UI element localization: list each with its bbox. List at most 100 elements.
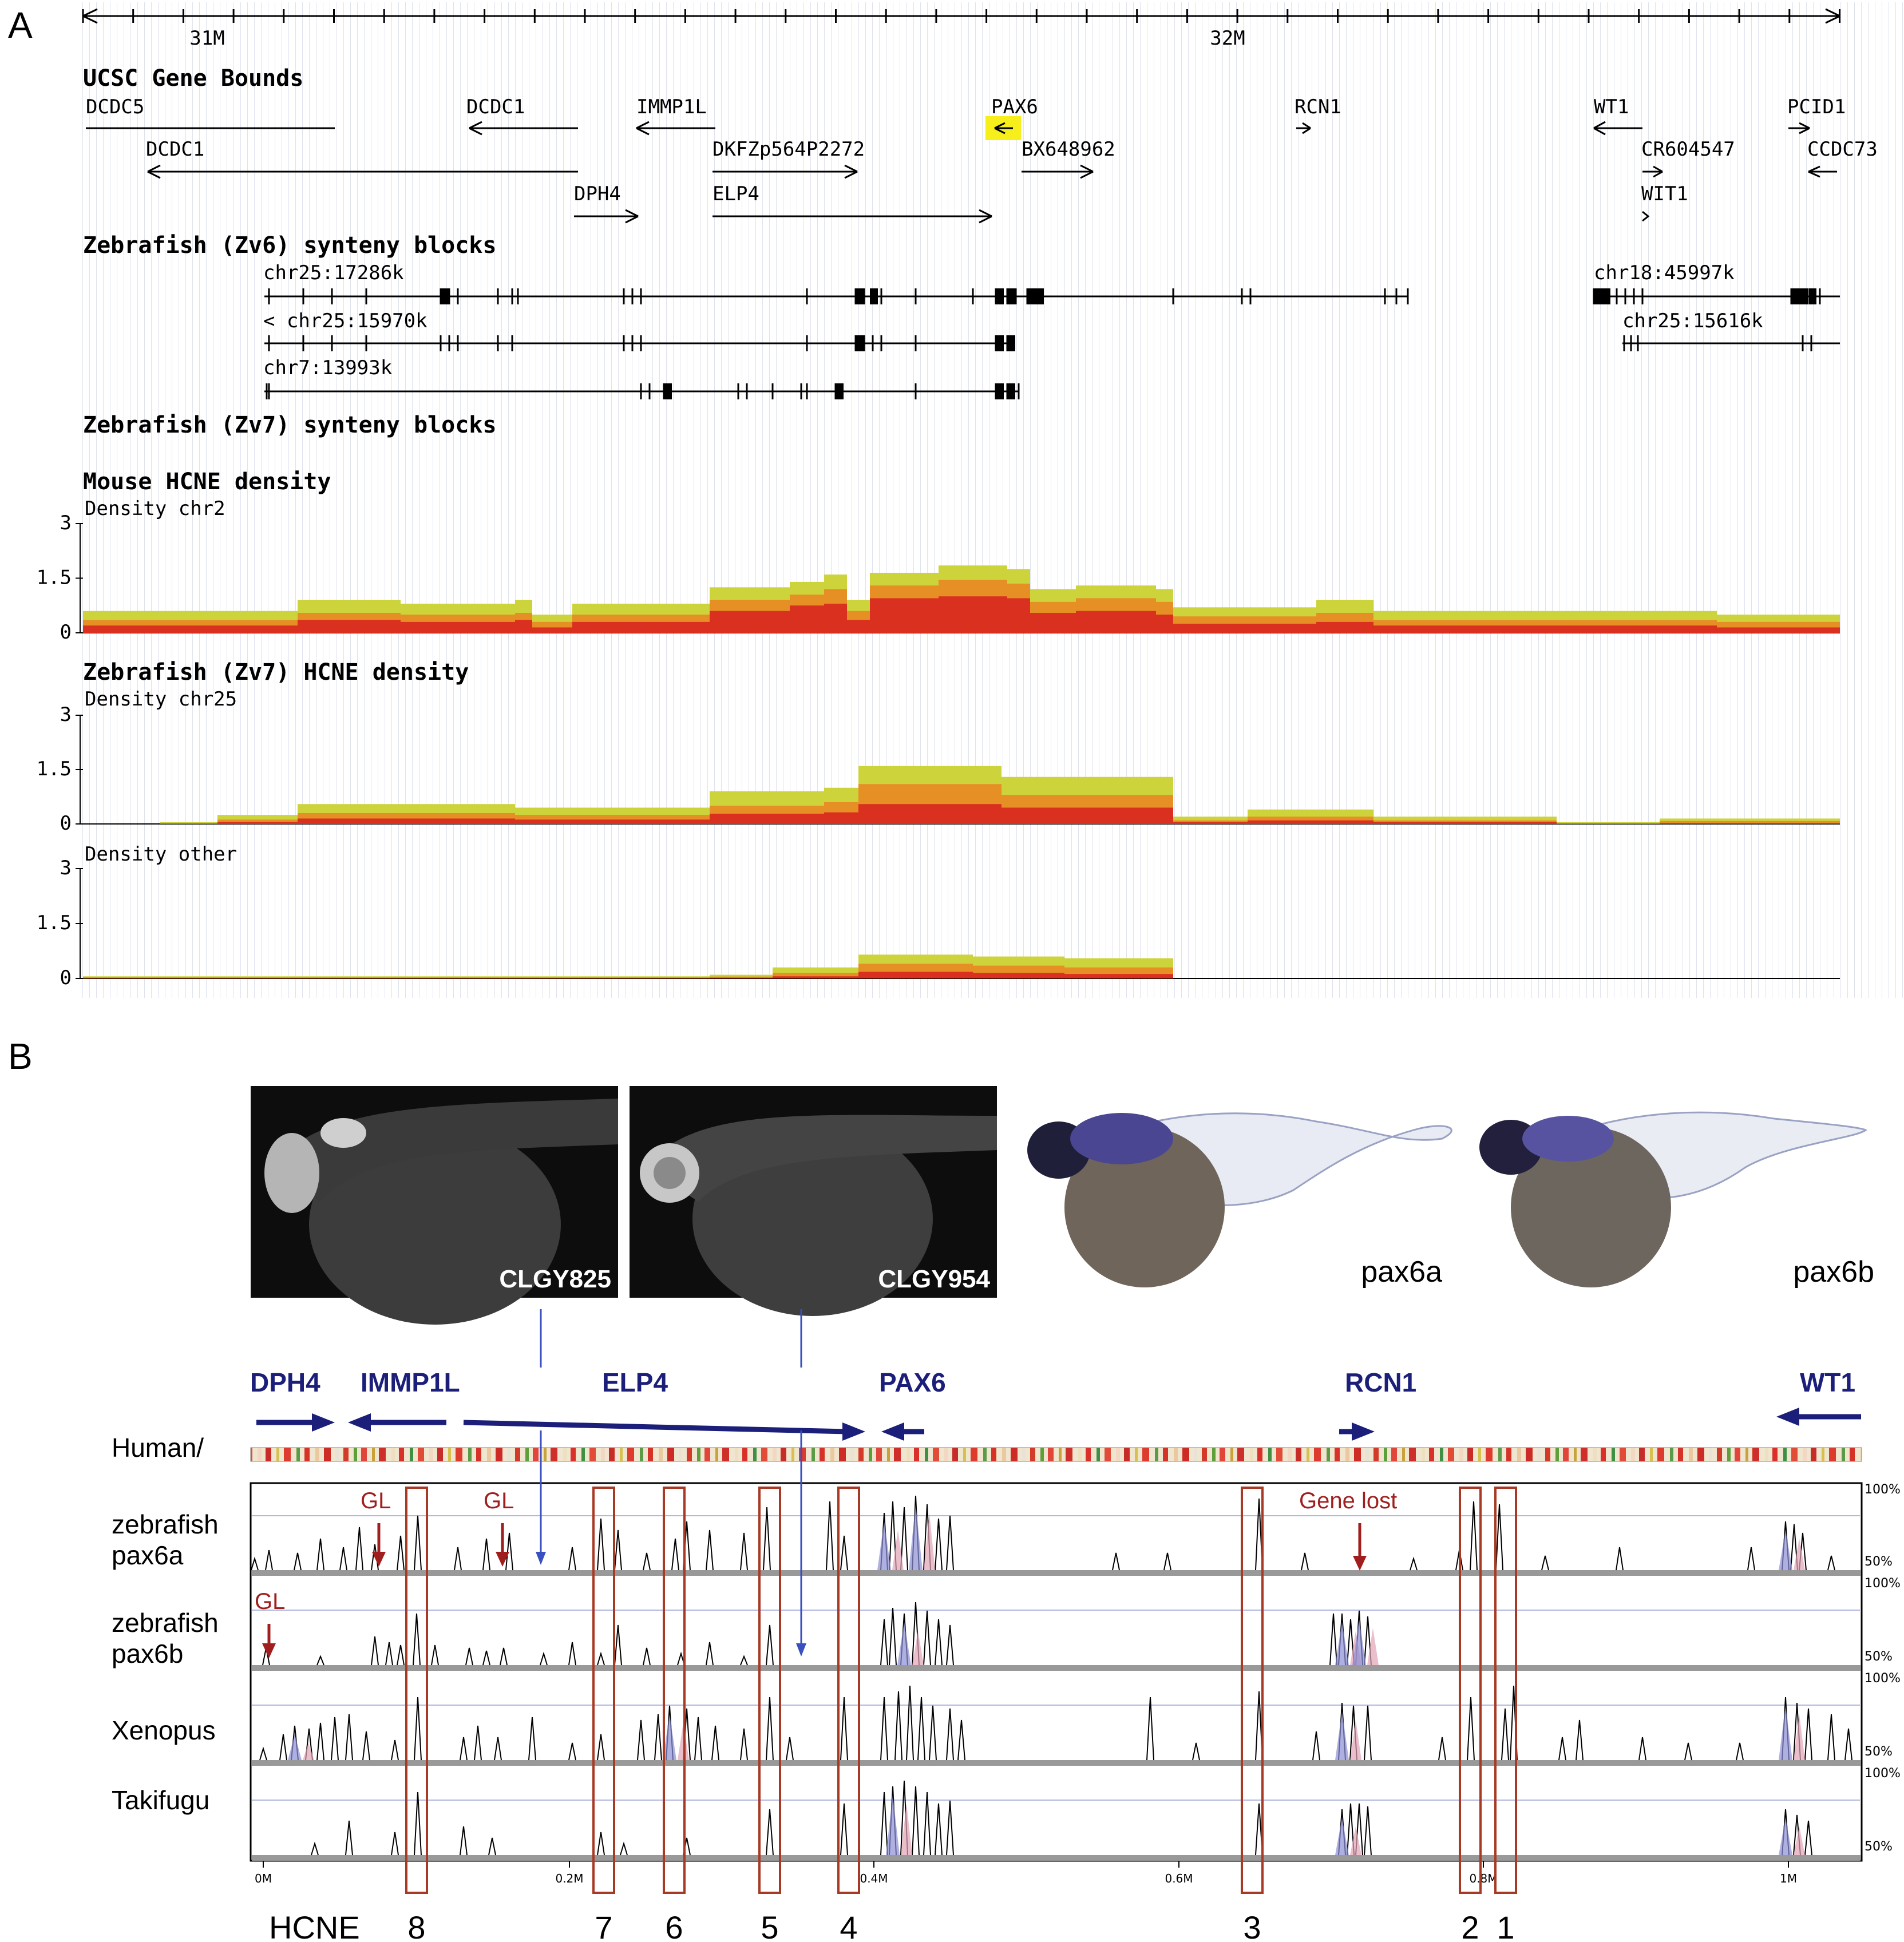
conservation-peak xyxy=(474,1725,482,1761)
panel-a-frame xyxy=(80,2,1904,998)
conservation-peak xyxy=(540,1651,548,1666)
conservation-peak xyxy=(1364,1705,1372,1761)
conservation-peak xyxy=(1495,1504,1503,1571)
pct-100-label: 100% xyxy=(1865,1576,1901,1591)
conservation-peak xyxy=(1684,1742,1692,1761)
density-ytick: 0 xyxy=(60,621,72,644)
conservation-peak-fill xyxy=(1794,1714,1805,1760)
conservation-peak xyxy=(251,1556,259,1571)
gene-label-dph4: DPH4 xyxy=(574,183,621,205)
conservation-peak xyxy=(1112,1552,1120,1571)
panel-a-label: A xyxy=(8,5,33,46)
conservation-peak xyxy=(568,1642,576,1666)
hcne-label: HCNE xyxy=(269,1909,360,1942)
conservation-peak-fill xyxy=(1779,1706,1792,1760)
conservation-peak xyxy=(494,1737,502,1761)
zebrafish-hcne-density-track: 31.50 xyxy=(37,703,1840,835)
conservation-peak xyxy=(528,1717,536,1761)
hcne-box xyxy=(592,1487,615,1894)
conservation-peak xyxy=(597,1832,605,1856)
conservation-peak xyxy=(620,1841,628,1856)
conservation-peak xyxy=(694,1717,702,1761)
gene-loss-annotations: GL GL GL Gene lost xyxy=(255,1488,1397,1658)
conservation-peak-fill xyxy=(877,1521,891,1570)
density-ytick: 0 xyxy=(60,966,72,989)
conservation-peak xyxy=(654,1714,662,1761)
conservation-peak-fill xyxy=(892,1530,904,1570)
mouse-hcne-sublabel: Density chr2 xyxy=(85,497,225,520)
density-ytick: 1.5 xyxy=(37,758,72,780)
conservation-peak xyxy=(906,1685,914,1761)
conservation-peak xyxy=(935,1518,943,1571)
gene-rcn1: RCN1 xyxy=(1345,1368,1416,1397)
conservation-peak xyxy=(1844,1728,1852,1761)
conservation-peak-fill xyxy=(1352,1619,1366,1665)
conservation-peak xyxy=(912,1786,920,1856)
panel-b-gene-arrows: DPH4 IMMP1L ELP4 PAX6 RCN1 WT1 xyxy=(250,1368,1855,1397)
hcne-number: 8 xyxy=(407,1909,425,1942)
conservation-peak xyxy=(1827,1714,1835,1761)
clgy825-caption: CLGY825 xyxy=(499,1265,611,1293)
conservation-peak xyxy=(1192,1742,1200,1761)
conservation-peak xyxy=(763,1507,771,1571)
conservation-peak xyxy=(766,1697,774,1761)
conservation-peak xyxy=(345,1714,353,1761)
gene-dph4: DPH4 xyxy=(250,1368,320,1397)
gene-label-dkfzp564p2272: DKFZp564P2272 xyxy=(712,138,865,161)
other-hcne-density-track: 31.50 xyxy=(37,857,1840,989)
conservation-peak xyxy=(946,1800,954,1856)
conservation-peak xyxy=(1438,1737,1446,1761)
conservation-peak xyxy=(1467,1697,1475,1761)
hcne-number: 2 xyxy=(1461,1909,1479,1942)
density-ytick: 1.5 xyxy=(37,566,72,589)
hcne-number: 6 xyxy=(665,1909,683,1942)
density-ytick: 1.5 xyxy=(37,911,72,934)
synteny-label-2: < chr25:15970k xyxy=(263,310,427,332)
conservation-peak xyxy=(889,1501,897,1571)
row-label-takifugu: Takifugu xyxy=(112,1785,209,1815)
gene-label-dcdc1-a: DCDC1 xyxy=(466,96,525,118)
fluorescence-image-clgy954: CLGY954 xyxy=(630,1086,997,1316)
conservation-peak xyxy=(946,1624,954,1666)
conservation-peak xyxy=(597,1651,605,1666)
conservation-peak xyxy=(505,1532,513,1571)
conservation-peak xyxy=(355,1527,363,1571)
mouse-hcne-density-track: 31.50 xyxy=(37,512,1840,644)
gene-label-elp4: ELP4 xyxy=(712,183,759,205)
xaxis-tick-label: 0.8M xyxy=(1469,1872,1497,1885)
conservation-peak xyxy=(460,1737,468,1761)
conservation-peak xyxy=(894,1691,902,1761)
conservation-peak xyxy=(1312,1731,1320,1761)
conservation-peak xyxy=(766,1624,774,1666)
row-label-pax6b-2: pax6b xyxy=(112,1639,183,1668)
conservation-peak xyxy=(946,1515,954,1571)
hcne-number: 5 xyxy=(761,1909,778,1942)
conservation-peak xyxy=(316,1722,324,1761)
gene-label-rcn1: RCN1 xyxy=(1295,96,1341,118)
conservation-peak xyxy=(643,1647,651,1666)
conservation-peak xyxy=(568,1547,576,1571)
gene-lost-label: Gene lost xyxy=(1299,1488,1397,1513)
conservation-peak xyxy=(917,1697,925,1761)
conservation-peak xyxy=(880,1792,888,1856)
synteny-label-5: chr25:15616k xyxy=(1622,310,1763,332)
conservation-peak xyxy=(1301,1552,1309,1571)
conservation-peak xyxy=(385,1642,393,1666)
conservation-peak xyxy=(1638,1737,1646,1761)
synteny-label-4: chr18:45997k xyxy=(1594,261,1735,284)
conservation-peak xyxy=(826,1501,834,1571)
gene-label-cr604547: CR604547 xyxy=(1641,138,1735,161)
conservation-peak xyxy=(1827,1555,1835,1571)
gene-pax6: PAX6 xyxy=(879,1368,946,1397)
in-situ-image-pax6a: pax6a xyxy=(1027,1112,1452,1289)
conservation-peak xyxy=(766,1809,774,1856)
conservation-peak xyxy=(614,1624,622,1666)
conservation-peak xyxy=(1541,1555,1549,1571)
hcne-box xyxy=(1241,1487,1264,1894)
conservation-peak-fill xyxy=(1335,1818,1349,1855)
conservation-peak xyxy=(1616,1547,1624,1571)
conservation-peak xyxy=(1329,1613,1337,1666)
row-label-pax6a: zebrafish pax6a xyxy=(112,1509,219,1570)
conservation-peak-fill xyxy=(1335,1711,1349,1760)
